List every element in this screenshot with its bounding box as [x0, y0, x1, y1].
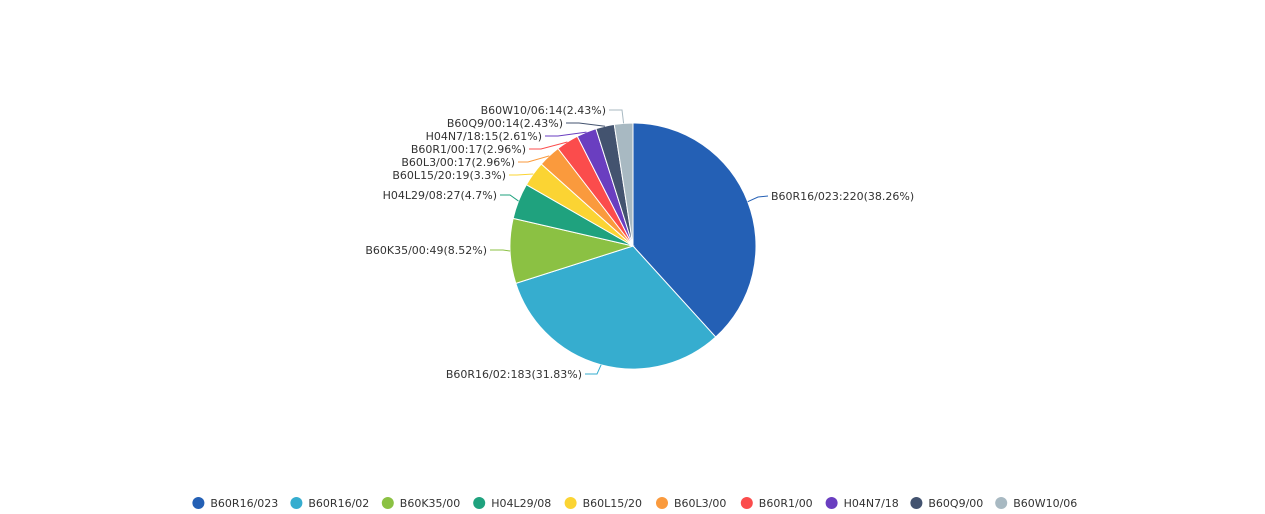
legend-label-h04l29-08: H04L29/08 [491, 497, 551, 510]
legend-item-b60w10-06[interactable]: B60W10/06 [995, 497, 1077, 510]
slice-label-b60l15-20: B60L15/20:19(3.3%) [392, 169, 506, 182]
legend-item-b60r1-00[interactable]: B60R1/00 [741, 497, 813, 510]
legend-item-b60r16-023[interactable]: B60R16/023 [192, 497, 278, 510]
legend-marker-h04n7-18 [826, 497, 838, 509]
legend-label-b60r16-02: B60R16/02 [308, 497, 369, 510]
legend-item-b60q9-00[interactable]: B60Q9/00 [910, 497, 983, 510]
legend-item-b60r16-02[interactable]: B60R16/02 [290, 497, 369, 510]
leader-line-b60k35-00 [490, 250, 510, 251]
slice-label-h04n7-18: H04N7/18:15(2.61%) [426, 130, 542, 143]
pie-slices [510, 123, 756, 369]
legend-marker-h04l29-08 [473, 497, 485, 509]
slice-label-h04l29-08: H04L29/08:27(4.7%) [383, 189, 497, 202]
slice-label-b60r16-02: B60R16/02:183(31.83%) [446, 368, 582, 381]
legend-marker-b60q9-00 [910, 497, 922, 509]
legend-label-b60r1-00: B60R1/00 [759, 497, 813, 510]
legend-label-h04n7-18: H04N7/18 [844, 497, 899, 510]
legend-label-b60r16-023: B60R16/023 [210, 497, 278, 510]
legend-label-b60l3-00: B60L3/00 [674, 497, 726, 510]
legend-label-b60w10-06: B60W10/06 [1013, 497, 1077, 510]
leader-line-b60r16-02 [585, 365, 601, 374]
legend-item-h04n7-18[interactable]: H04N7/18 [826, 497, 899, 510]
legend-item-h04l29-08[interactable]: H04L29/08 [473, 497, 551, 510]
legend-item-b60k35-00[interactable]: B60K35/00 [382, 497, 460, 510]
legend: B60R16/023 B60R16/02 B60K35/00 H04L29/08 B60… [192, 497, 1077, 510]
legend-item-b60l15-20[interactable]: B60L15/20 [565, 497, 642, 510]
legend-item-b60l3-00[interactable]: B60L3/00 [656, 497, 726, 510]
leader-line-b60q9-00 [566, 123, 605, 126]
leader-line-b60r16-023 [748, 196, 768, 202]
slice-label-b60r16-023: B60R16/023:220(38.26%) [771, 190, 914, 203]
legend-marker-b60w10-06 [995, 497, 1007, 509]
leader-line-b60w10-06 [609, 110, 624, 123]
legend-label-b60k35-00: B60K35/00 [400, 497, 460, 510]
legend-marker-b60l3-00 [656, 497, 668, 509]
legend-marker-b60l15-20 [565, 497, 577, 509]
legend-marker-b60k35-00 [382, 497, 394, 509]
slice-label-b60q9-00: B60Q9/00:14(2.43%) [447, 117, 563, 130]
legend-label-b60l15-20: B60L15/20 [583, 497, 642, 510]
slice-label-b60w10-06: B60W10/06:14(2.43%) [481, 104, 606, 117]
slice-label-b60k35-00: B60K35/00:49(8.52%) [365, 244, 487, 257]
legend-marker-b60r16-02 [290, 497, 302, 509]
leader-line-h04l29-08 [500, 195, 519, 201]
legend-marker-b60r16-023 [192, 497, 204, 509]
slice-label-b60r1-00: B60R1/00:17(2.96%) [411, 143, 526, 156]
legend-label-b60q9-00: B60Q9/00 [928, 497, 983, 510]
leader-line-b60l15-20 [509, 174, 533, 175]
slice-label-b60l3-00: B60L3/00:17(2.96%) [401, 156, 515, 169]
legend-marker-b60r1-00 [741, 497, 753, 509]
